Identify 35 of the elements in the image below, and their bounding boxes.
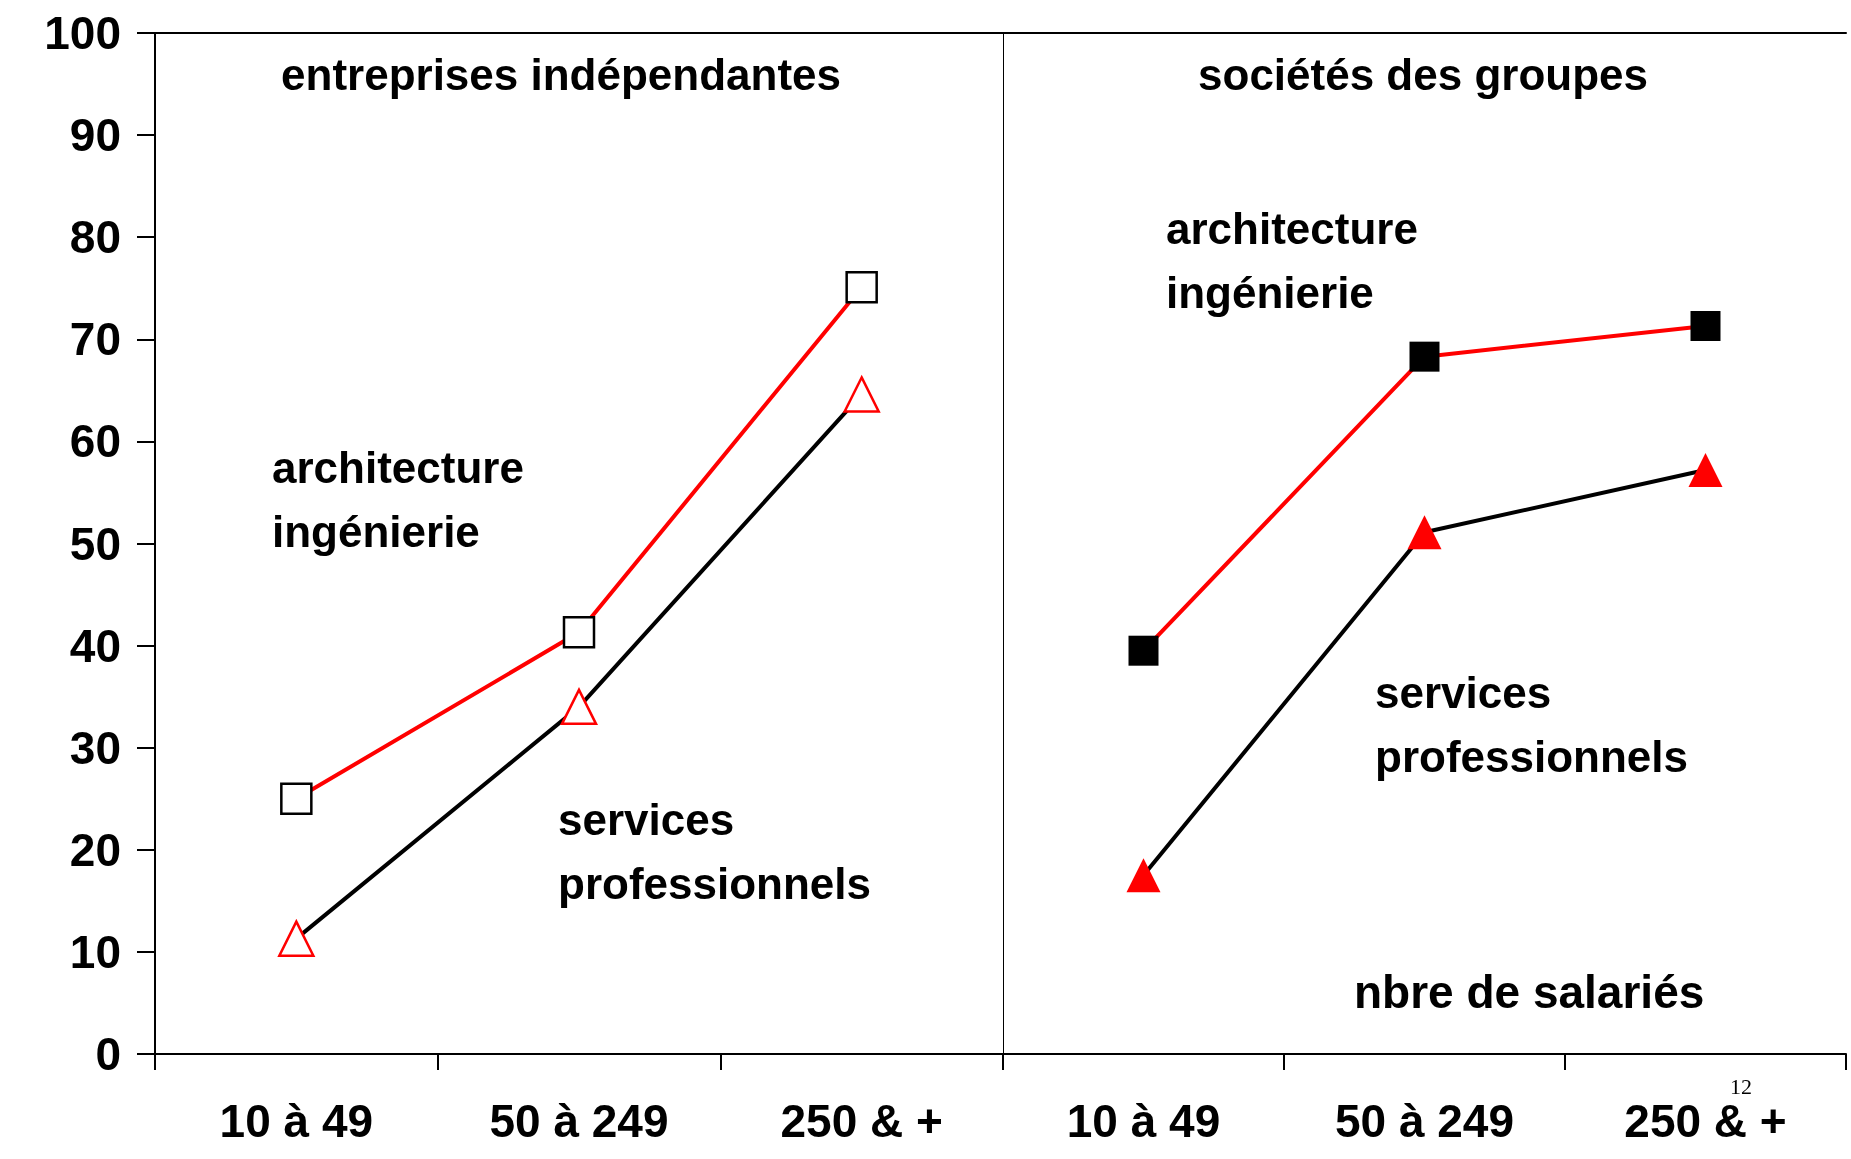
x-tick-label: 50 à 249 xyxy=(1334,1095,1515,1147)
series-label: services professionnels xyxy=(1375,667,1688,781)
x-tick-label: 10 à 49 xyxy=(219,1095,374,1147)
y-tick-label: 20 xyxy=(69,823,121,876)
point xyxy=(1128,635,1159,666)
x-tick-label: 10 à 49 xyxy=(1066,1095,1221,1147)
point xyxy=(1690,311,1721,342)
series-label: architecture ingénierie xyxy=(1166,203,1431,317)
y-tick-label: 100 xyxy=(44,7,121,59)
point xyxy=(1409,341,1440,372)
annotation: nbre de salariés xyxy=(1354,966,1705,1018)
point xyxy=(1688,452,1723,487)
chart-title: sociétés des groupes xyxy=(1198,49,1648,99)
y-tick-label: 60 xyxy=(69,415,121,468)
y-tick-label: 0 xyxy=(95,1028,121,1080)
x-tick-label: 50 à 249 xyxy=(489,1095,669,1147)
point xyxy=(843,376,880,413)
y-tick-label: 40 xyxy=(69,619,121,672)
y-tick-label: 50 xyxy=(69,517,121,570)
point xyxy=(280,782,313,815)
y-tick-label: 70 xyxy=(69,313,121,366)
point xyxy=(560,688,598,726)
series-label: services professionnels xyxy=(558,794,871,908)
y-tick-label: 10 xyxy=(69,925,121,978)
point xyxy=(1126,858,1161,893)
point xyxy=(845,270,878,304)
y-tick-label: 80 xyxy=(69,211,121,264)
point xyxy=(278,920,315,957)
point xyxy=(562,616,596,649)
y-tick-label: 90 xyxy=(69,109,121,162)
series-label: architecture ingénierie xyxy=(272,442,537,556)
chart-title: entreprises indépendantes xyxy=(281,49,841,99)
y-tick-label: 30 xyxy=(69,721,121,774)
point xyxy=(1407,515,1442,550)
x-tick-label: 250 & + xyxy=(780,1095,943,1147)
